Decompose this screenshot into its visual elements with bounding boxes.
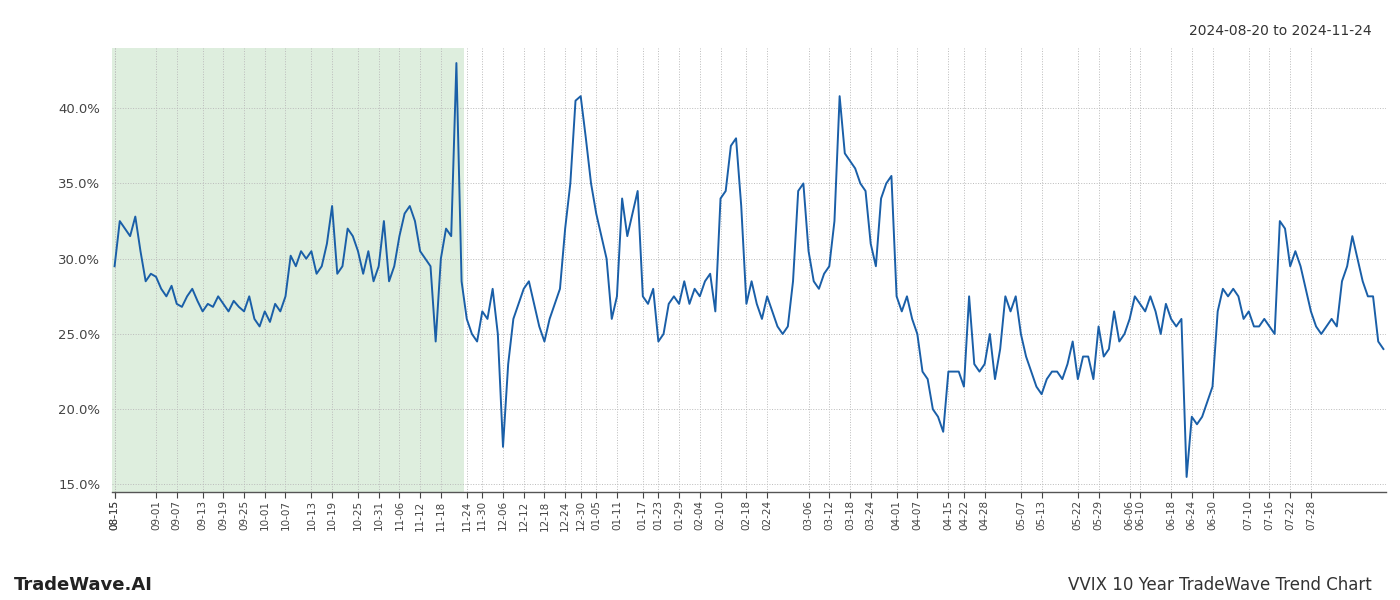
Text: TradeWave.AI: TradeWave.AI	[14, 576, 153, 594]
Bar	[112, 48, 465, 492]
Text: 2024-08-20 to 2024-11-24: 2024-08-20 to 2024-11-24	[1190, 24, 1372, 38]
Text: VVIX 10 Year TradeWave Trend Chart: VVIX 10 Year TradeWave Trend Chart	[1068, 576, 1372, 594]
